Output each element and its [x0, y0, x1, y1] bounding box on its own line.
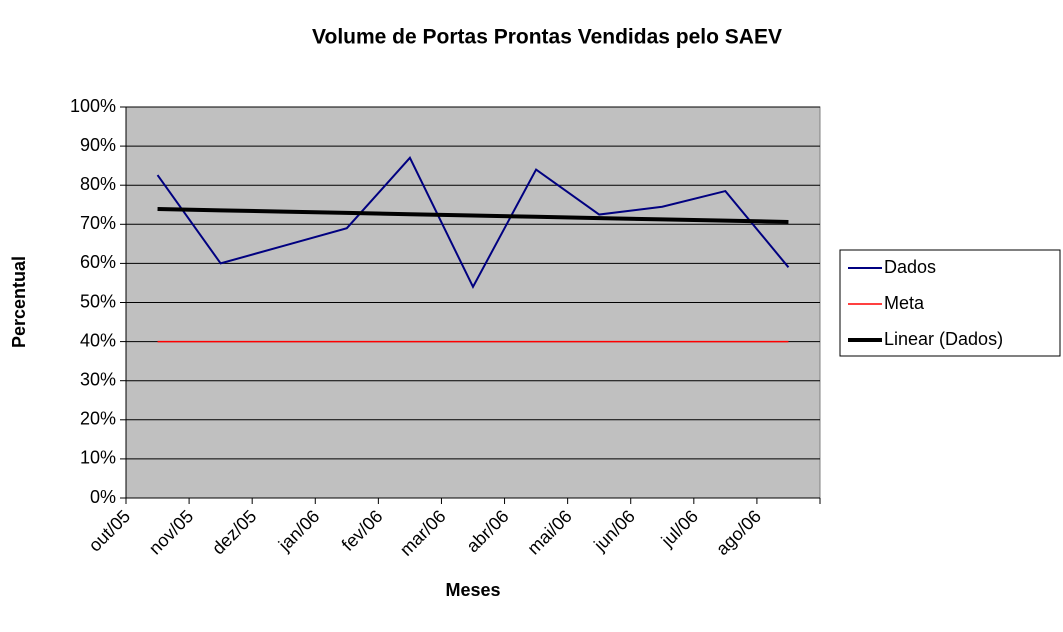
x-tick-label: jul/06 — [657, 506, 702, 551]
chart-title: Volume de Portas Prontas Vendidas pelo S… — [312, 26, 782, 49]
y-axis-label: Percentual — [9, 256, 29, 348]
x-axis-label: Meses — [445, 580, 500, 600]
series-line — [157, 207, 789, 224]
y-tick-label: 50% — [80, 291, 116, 311]
x-tick-label: fev/06 — [338, 506, 387, 555]
legend-label: Dados — [884, 257, 936, 277]
y-tick-label: 20% — [80, 409, 116, 429]
y-tick-label: 60% — [80, 252, 116, 272]
x-tick-label: nov/05 — [145, 506, 197, 558]
x-tick-label: mar/06 — [396, 506, 450, 560]
series-line — [156, 156, 790, 290]
legend-label: Linear (Dados) — [884, 329, 1003, 349]
x-tick-label: out/05 — [85, 506, 135, 556]
x-tick-label: mai/06 — [523, 506, 575, 558]
x-tick-label: jan/06 — [274, 506, 324, 556]
x-tick-label: dez/05 — [208, 506, 260, 558]
legend-label: Meta — [884, 293, 925, 313]
y-tick-label: 30% — [80, 369, 116, 389]
y-tick-label: 10% — [80, 448, 116, 468]
x-tick-label: ago/06 — [712, 506, 765, 559]
y-tick-label: 40% — [80, 330, 116, 350]
y-tick-label: 90% — [80, 135, 116, 155]
x-tick-label: abr/06 — [462, 506, 512, 556]
y-tick-label: 100% — [70, 96, 116, 116]
y-tick-label: 80% — [80, 174, 116, 194]
y-tick-label: 70% — [80, 213, 116, 233]
y-tick-label: 0% — [90, 487, 116, 507]
x-tick-label: jun/06 — [589, 506, 639, 556]
